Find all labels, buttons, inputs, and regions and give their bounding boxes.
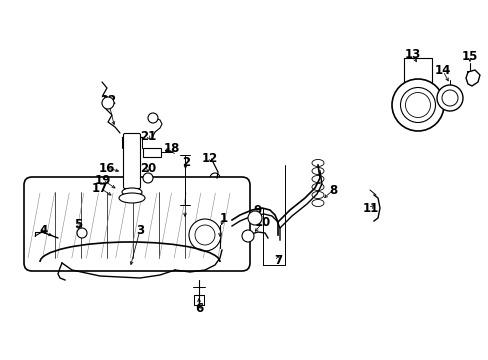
- Bar: [142, 148, 161, 157]
- Text: 3: 3: [136, 224, 144, 237]
- Text: 11: 11: [362, 202, 378, 215]
- Ellipse shape: [391, 79, 443, 131]
- Text: 4: 4: [40, 224, 48, 237]
- Text: 8: 8: [328, 184, 336, 197]
- Text: 5: 5: [74, 219, 82, 231]
- FancyBboxPatch shape: [24, 177, 249, 271]
- Text: 20: 20: [140, 162, 156, 175]
- Text: 15: 15: [461, 50, 477, 63]
- Text: 1: 1: [220, 211, 227, 225]
- Text: 21: 21: [140, 130, 156, 143]
- Text: 17: 17: [92, 181, 108, 194]
- Text: 14: 14: [434, 64, 450, 77]
- Text: 6: 6: [195, 302, 203, 315]
- Circle shape: [77, 228, 87, 238]
- Circle shape: [242, 230, 253, 242]
- Ellipse shape: [405, 93, 429, 117]
- Circle shape: [247, 211, 262, 225]
- Text: 19: 19: [95, 174, 111, 186]
- FancyBboxPatch shape: [123, 134, 140, 189]
- Circle shape: [189, 219, 221, 251]
- Text: 16: 16: [99, 162, 115, 175]
- Ellipse shape: [441, 90, 457, 106]
- Ellipse shape: [400, 87, 435, 122]
- Text: 9: 9: [253, 203, 262, 216]
- Ellipse shape: [436, 85, 462, 111]
- Text: 22: 22: [100, 94, 116, 107]
- Circle shape: [142, 173, 153, 183]
- Text: 12: 12: [202, 152, 218, 165]
- Text: 10: 10: [254, 216, 270, 229]
- Text: 7: 7: [273, 253, 282, 266]
- Text: 13: 13: [404, 49, 420, 62]
- Circle shape: [195, 225, 215, 245]
- Ellipse shape: [119, 193, 145, 203]
- Text: 2: 2: [182, 156, 190, 168]
- Circle shape: [148, 113, 158, 123]
- Text: 18: 18: [163, 141, 180, 154]
- Ellipse shape: [122, 188, 142, 196]
- Circle shape: [102, 97, 114, 109]
